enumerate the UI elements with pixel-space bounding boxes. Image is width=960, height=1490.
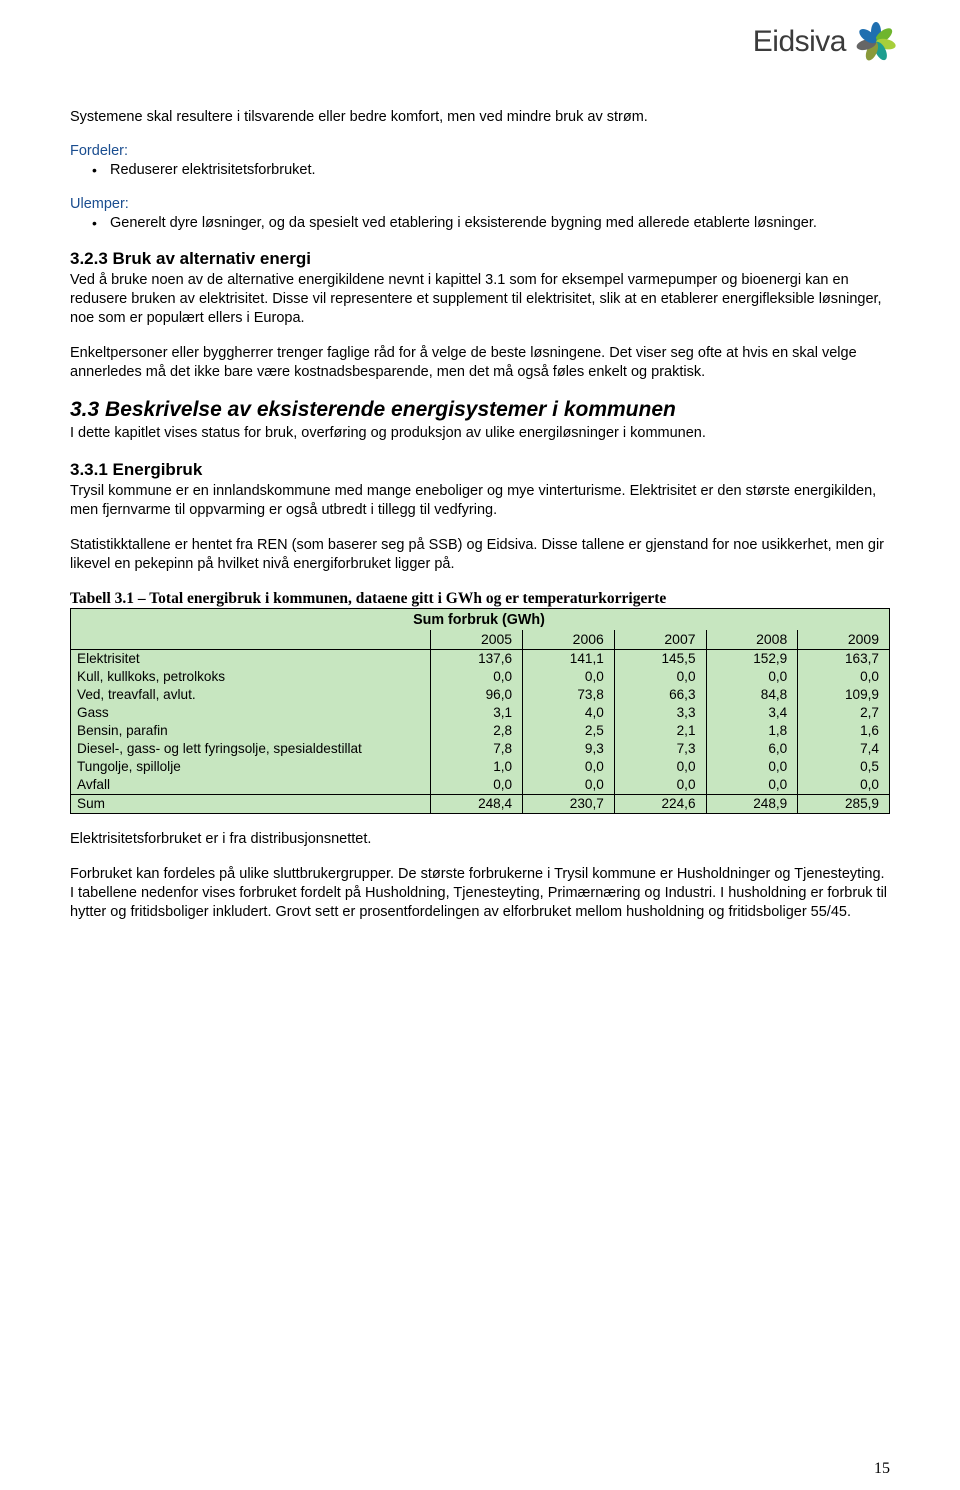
document-body: Systemene skal resultere i tilsvarende e… [70,0,890,923]
cell-value: 152,9 [706,649,798,668]
heading-3-3: 3.3 Beskrivelse av eksisterende energisy… [70,398,890,422]
cell-value: 0,0 [523,668,615,686]
cell-value: 7,3 [614,740,706,758]
cell-value: 1,8 [706,722,798,740]
cell-value: 6,0 [706,740,798,758]
year-header: 2006 [523,630,615,650]
table-row: Avfall0,00,00,00,00,0 [71,776,890,795]
cell-value: 1,6 [798,722,890,740]
logo-text: Eidsiva [753,25,846,59]
cell-value: 109,9 [798,686,890,704]
cell-value: 137,6 [431,649,523,668]
year-header: 2009 [798,630,890,650]
table-caption: Tabell 3.1 – Total energibruk i kommunen… [70,590,890,608]
body-paragraph: Enkeltpersoner eller byggherrer trenger … [70,344,890,382]
body-paragraph: Trysil kommune er en innlandskommune med… [70,482,890,520]
logo-flower-icon [852,18,900,66]
cell-value: 4,0 [523,704,615,722]
fordeler-heading: Fordeler: [70,143,890,159]
cell-value: 248,9 [706,794,798,814]
list-item: Reduserer elektrisitetsforbruket. [110,161,890,180]
table-sum-row: Sum248,4230,7224,6248,9285,9 [71,794,890,814]
cell-value: 0,0 [706,668,798,686]
cell-value: 0,0 [523,758,615,776]
cell-value: 96,0 [431,686,523,704]
cell-value: 0,0 [798,776,890,795]
cell-value: 0,0 [614,758,706,776]
ulemper-heading: Ulemper: [70,196,890,212]
cell-value: 163,7 [798,649,890,668]
table-row: Diesel-, gass- og lett fyringsolje, spes… [71,740,890,758]
company-logo: Eidsiva [753,18,900,66]
table-row: Kull, kullkoks, petrolkoks0,00,00,00,00,… [71,668,890,686]
table-year-row: 2005 2006 2007 2008 2009 [71,630,890,650]
intro-paragraph: Systemene skal resultere i tilsvarende e… [70,108,890,127]
fordeler-list: Reduserer elektrisitetsforbruket. [70,161,890,180]
cell-value: 7,8 [431,740,523,758]
table-row: Elektrisitet137,6141,1145,5152,9163,7 [71,649,890,668]
cell-value: 2,1 [614,722,706,740]
cell-value: 1,0 [431,758,523,776]
row-label: Diesel-, gass- og lett fyringsolje, spes… [71,740,431,758]
cell-value: 0,0 [431,776,523,795]
table-row: Gass3,14,03,33,42,7 [71,704,890,722]
table-row: Tungolje, spillolje1,00,00,00,00,5 [71,758,890,776]
table-row: Ved, treavfall, avlut.96,073,866,384,810… [71,686,890,704]
energy-table: Sum forbruk (GWh) 2005 2006 2007 2008 20… [70,608,890,814]
heading-3-3-1: 3.3.1 Energibruk [70,460,890,480]
cell-value: 285,9 [798,794,890,814]
list-item: Generelt dyre løsninger, og da spesielt … [110,214,890,233]
cell-value: 0,0 [706,776,798,795]
row-label: Tungolje, spillolje [71,758,431,776]
body-paragraph: Statistikktallene er hentet fra REN (som… [70,536,890,574]
cell-value: 0,0 [706,758,798,776]
body-paragraph: Forbruket kan fordeles på ulike sluttbru… [70,865,890,922]
cell-value: 0,0 [523,776,615,795]
cell-value: 3,4 [706,704,798,722]
cell-value: 0,0 [431,668,523,686]
year-header: 2005 [431,630,523,650]
row-label: Bensin, parafin [71,722,431,740]
cell-value: 141,1 [523,649,615,668]
cell-value: 66,3 [614,686,706,704]
cell-value: 73,8 [523,686,615,704]
cell-value: 2,7 [798,704,890,722]
ulemper-list: Generelt dyre løsninger, og da spesielt … [70,214,890,233]
row-label: Gass [71,704,431,722]
row-label: Avfall [71,776,431,795]
year-header: 2007 [614,630,706,650]
row-label: Ved, treavfall, avlut. [71,686,431,704]
cell-value: 3,3 [614,704,706,722]
cell-value: 9,3 [523,740,615,758]
cell-value: 145,5 [614,649,706,668]
body-paragraph: I dette kapitlet vises status for bruk, … [70,424,890,443]
cell-value: 0,0 [614,776,706,795]
cell-value: 0,0 [798,668,890,686]
cell-value: 0,0 [614,668,706,686]
row-label: Elektrisitet [71,649,431,668]
year-header: 2008 [706,630,798,650]
row-label: Sum [71,794,431,814]
cell-value: 224,6 [614,794,706,814]
row-label: Kull, kullkoks, petrolkoks [71,668,431,686]
body-paragraph: Elektrisitetsforbruket er i fra distribu… [70,830,890,849]
cell-value: 248,4 [431,794,523,814]
cell-value: 3,1 [431,704,523,722]
table-title: Sum forbruk (GWh) [71,609,890,630]
cell-value: 230,7 [523,794,615,814]
body-paragraph: Ved å bruke noen av de alternative energ… [70,271,890,328]
cell-value: 2,8 [431,722,523,740]
cell-value: 7,4 [798,740,890,758]
page-number: 15 [874,1460,890,1478]
table-row: Bensin, parafin2,82,52,11,81,6 [71,722,890,740]
cell-value: 84,8 [706,686,798,704]
heading-3-2-3: 3.2.3 Bruk av alternativ energi [70,249,890,269]
cell-value: 0,5 [798,758,890,776]
cell-value: 2,5 [523,722,615,740]
